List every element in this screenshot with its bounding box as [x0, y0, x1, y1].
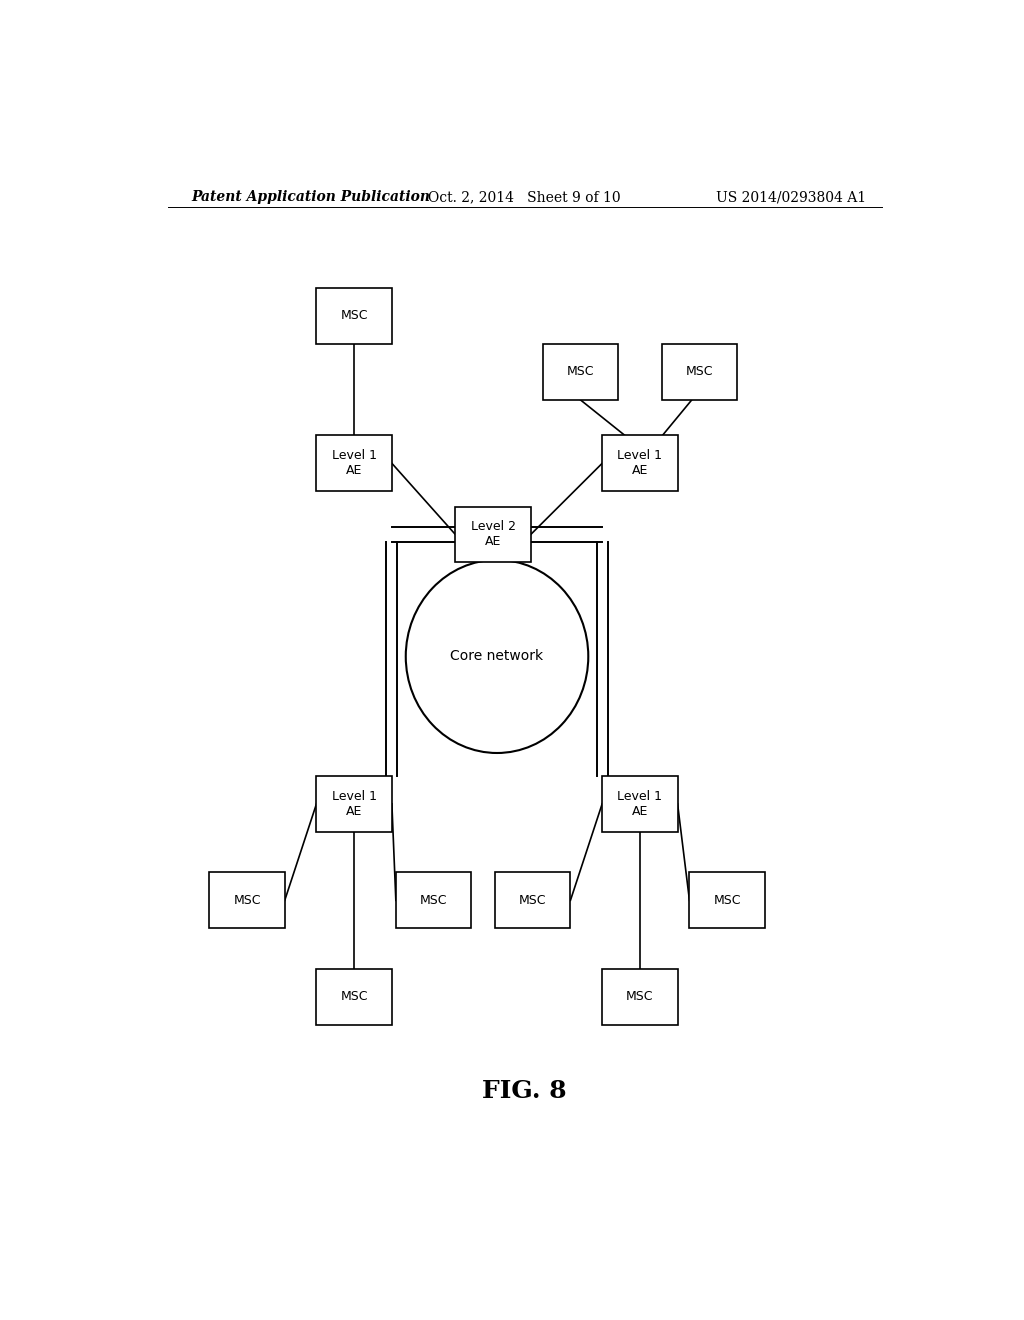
FancyBboxPatch shape — [316, 288, 392, 345]
FancyBboxPatch shape — [316, 776, 392, 832]
Text: US 2014/0293804 A1: US 2014/0293804 A1 — [716, 190, 866, 205]
Text: Level 1
AE: Level 1 AE — [332, 789, 377, 818]
Text: MSC: MSC — [519, 894, 547, 907]
FancyBboxPatch shape — [316, 436, 392, 491]
FancyBboxPatch shape — [316, 969, 392, 1024]
FancyBboxPatch shape — [602, 969, 678, 1024]
FancyBboxPatch shape — [495, 873, 570, 928]
FancyBboxPatch shape — [602, 776, 678, 832]
FancyBboxPatch shape — [543, 345, 618, 400]
Text: Core network: Core network — [451, 649, 544, 664]
Text: MSC: MSC — [686, 366, 713, 379]
Text: MSC: MSC — [626, 990, 653, 1003]
Text: Level 1
AE: Level 1 AE — [332, 449, 377, 478]
Text: FIG. 8: FIG. 8 — [482, 1080, 567, 1104]
FancyBboxPatch shape — [456, 507, 530, 562]
FancyBboxPatch shape — [209, 873, 285, 928]
Text: MSC: MSC — [420, 894, 447, 907]
FancyBboxPatch shape — [602, 436, 678, 491]
Text: Patent Application Publication: Patent Application Publication — [191, 190, 430, 205]
Text: Oct. 2, 2014   Sheet 9 of 10: Oct. 2, 2014 Sheet 9 of 10 — [428, 190, 622, 205]
Text: Level 1
AE: Level 1 AE — [617, 449, 663, 478]
Text: MSC: MSC — [714, 894, 741, 907]
Text: MSC: MSC — [340, 990, 368, 1003]
FancyBboxPatch shape — [396, 873, 471, 928]
Text: Level 1
AE: Level 1 AE — [617, 789, 663, 818]
Text: Level 2
AE: Level 2 AE — [471, 520, 515, 549]
Text: MSC: MSC — [233, 894, 261, 907]
Text: MSC: MSC — [340, 309, 368, 322]
Ellipse shape — [406, 560, 588, 752]
FancyBboxPatch shape — [662, 345, 737, 400]
Text: MSC: MSC — [566, 366, 594, 379]
FancyBboxPatch shape — [689, 873, 765, 928]
